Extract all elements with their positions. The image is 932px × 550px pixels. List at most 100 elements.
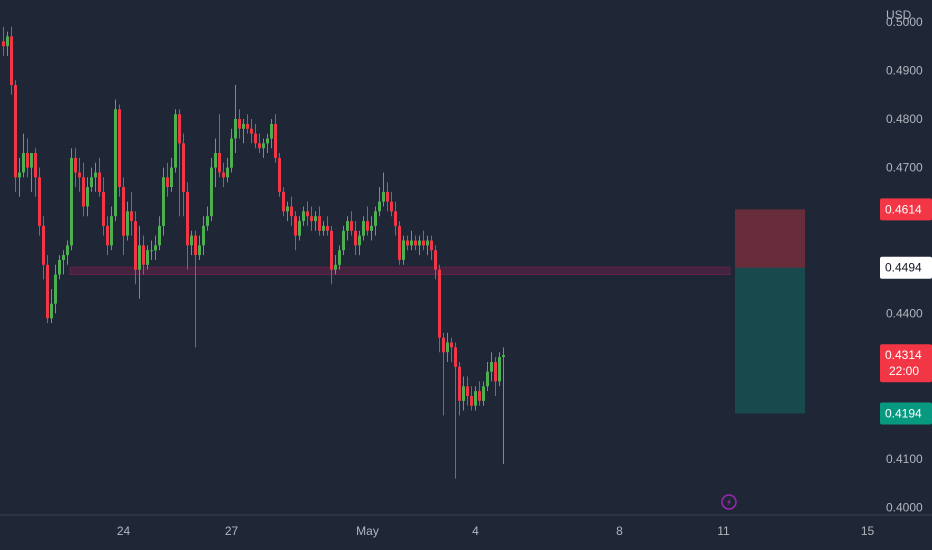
candle — [146, 245, 149, 270]
candle-body — [262, 143, 265, 149]
candle — [290, 196, 293, 226]
candle-body — [422, 240, 425, 246]
candle-body — [370, 225, 373, 231]
candle-body — [222, 172, 225, 178]
candle-body — [74, 157, 77, 173]
currency-label: USD — [886, 8, 912, 22]
candle-body — [218, 153, 221, 173]
candle-body — [206, 216, 209, 226]
take-profit-zone[interactable] — [735, 267, 805, 414]
candle — [106, 216, 109, 256]
candle — [114, 99, 117, 222]
candle-body — [174, 114, 177, 168]
candle — [430, 235, 433, 260]
price-badge-bg — [880, 256, 932, 279]
candle — [162, 167, 165, 236]
candle-body — [2, 41, 5, 47]
candle-body — [186, 191, 189, 246]
candle-body — [274, 123, 277, 158]
candle-body — [486, 371, 489, 387]
stop-loss-zone[interactable] — [735, 209, 805, 268]
candle — [370, 216, 373, 241]
price-badge-bg — [880, 344, 932, 383]
candle-body — [446, 342, 449, 353]
candle — [262, 138, 265, 158]
candle-body — [6, 36, 9, 47]
price-badge-bg — [880, 402, 932, 425]
candle-body — [150, 250, 153, 252]
candle-body — [330, 230, 333, 270]
candle — [422, 230, 425, 251]
candle-body — [414, 240, 417, 246]
candle — [54, 264, 57, 314]
candle-body — [134, 221, 137, 270]
candle-body — [338, 250, 341, 265]
price-badge: 0.4194 — [880, 402, 932, 425]
candle — [266, 133, 269, 153]
candle-body — [462, 386, 465, 401]
candle-body — [26, 153, 29, 168]
candle — [194, 230, 197, 348]
candle — [322, 221, 325, 236]
candle-body — [314, 216, 317, 222]
candle — [378, 187, 381, 217]
candle — [482, 381, 485, 406]
candle-body — [102, 191, 105, 226]
candle — [46, 255, 49, 324]
candle-body — [146, 250, 149, 265]
candle-body — [198, 245, 201, 256]
candle — [394, 201, 397, 236]
candle-body — [94, 172, 97, 178]
candle — [66, 240, 69, 265]
candle-body — [106, 225, 109, 246]
candle — [446, 332, 449, 362]
event-marker[interactable] — [721, 494, 737, 510]
candle-body — [342, 230, 345, 251]
candle-body — [362, 221, 365, 236]
candle-body — [494, 362, 497, 382]
candle-body — [402, 240, 405, 260]
candle-body — [246, 123, 249, 129]
price-badge: 0.4494 — [880, 256, 932, 279]
candle — [274, 114, 277, 163]
short-position-tool[interactable] — [735, 209, 805, 414]
price-tick-label: 0.5000 — [886, 15, 923, 29]
time-tick-label: 24 — [117, 524, 131, 538]
time-tick-label: 27 — [225, 524, 239, 538]
price-badge-value: 0.4614 — [885, 202, 922, 216]
candle — [502, 347, 505, 464]
zone-band — [69, 266, 731, 276]
candle-body — [82, 177, 85, 207]
candle — [26, 138, 29, 178]
candle — [182, 133, 185, 217]
candle-body — [354, 230, 357, 246]
candle-body — [138, 245, 141, 270]
candle-body — [90, 177, 93, 187]
candle — [130, 191, 133, 236]
candle — [298, 216, 301, 241]
candle — [242, 119, 245, 144]
candle — [126, 201, 129, 241]
candle-body — [490, 362, 493, 372]
candle — [270, 119, 273, 149]
candle-body — [190, 235, 193, 246]
candle-body — [166, 177, 169, 187]
candle — [210, 157, 213, 222]
candle — [382, 172, 385, 207]
candle-body — [66, 245, 69, 256]
candle — [478, 381, 481, 406]
candle-body — [178, 114, 181, 144]
candle — [350, 211, 353, 236]
candle — [326, 216, 329, 236]
candle-body — [42, 225, 45, 265]
candle-body — [62, 255, 65, 260]
candle-body — [258, 143, 261, 149]
price-badge: 0.4314 22:00 — [880, 344, 932, 383]
candle — [342, 225, 345, 256]
candle-body — [318, 216, 321, 231]
price-labels: 0.4614 0.4494 0.4314 22:00 0.4194 — [880, 198, 932, 425]
candle-body — [98, 172, 101, 192]
candle-body — [366, 221, 369, 231]
